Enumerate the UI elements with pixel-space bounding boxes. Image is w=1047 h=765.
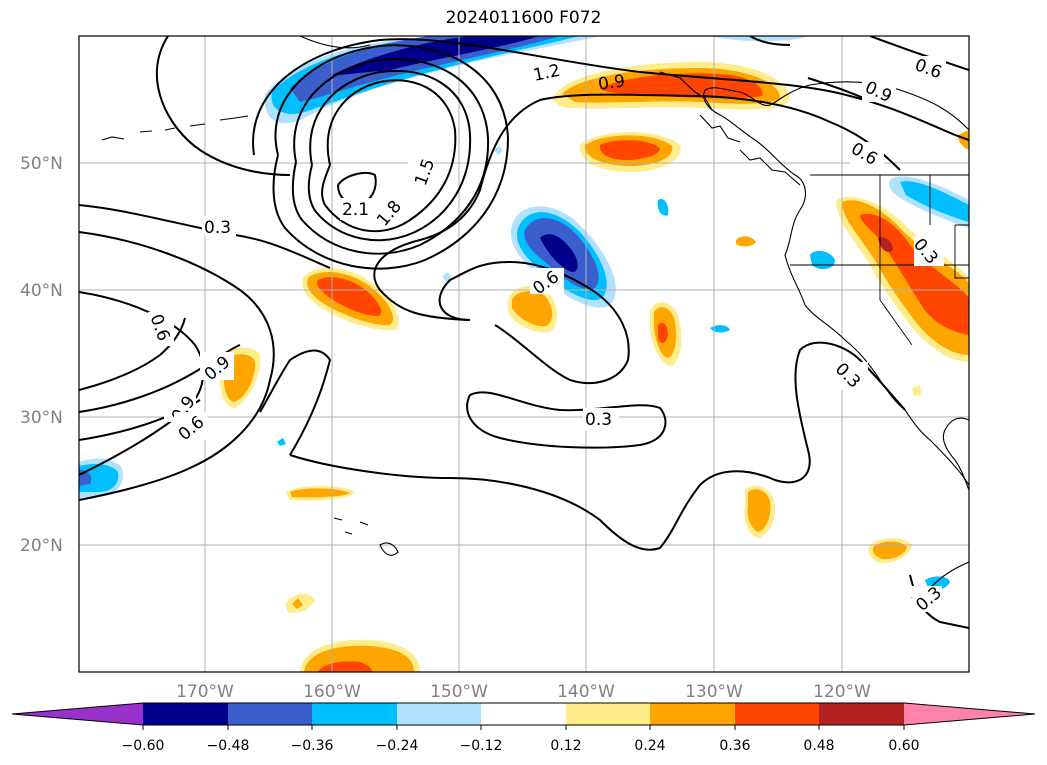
colorbar-segment (312, 703, 397, 725)
colorbar-segment (397, 703, 481, 725)
colorbar-tick-label: −0.12 (460, 738, 503, 754)
lon-label: 140°W (557, 682, 615, 702)
map-panel: 1.2 0.9 0.6 0.9 0.6 1.5 2.1 1.8 0.3 0.3 … (79, 36, 969, 672)
colorbar-tick-label: 0.36 (719, 738, 750, 754)
lat-label: 40°N (20, 281, 63, 301)
colorbar-tick-label: −0.36 (291, 738, 334, 754)
lon-label: 150°W (430, 682, 488, 702)
colorbar-tick-label: −0.60 (122, 738, 165, 754)
colorbar-segment (143, 703, 228, 725)
gridlines (79, 36, 969, 672)
colorbar: −0.60 −0.48 −0.36 −0.24 −0.12 0.12 0.24 … (11, 702, 1036, 754)
lat-label: 20°N (20, 536, 63, 556)
lon-label: 160°W (303, 682, 361, 702)
colorbar-segment (819, 703, 904, 725)
lon-label: 170°W (176, 682, 234, 702)
contour-label: 0.3 (204, 218, 231, 238)
colorbar-segment (566, 703, 650, 725)
colorbar-segment (481, 703, 566, 725)
colorbar-tick-label: 0.60 (888, 738, 919, 754)
lon-label: 130°W (685, 682, 743, 702)
lat-label: 30°N (20, 408, 63, 428)
map-frame (78, 35, 970, 673)
colorbar-extend-low (12, 703, 143, 725)
contour-label: 0.9 (597, 71, 627, 95)
colorbar-tick-label: −0.24 (376, 738, 419, 754)
colorbar-segment (228, 703, 312, 725)
longitude-labels: 170°W 160°W 150°W 140°W 130°W 120°W (176, 682, 871, 702)
positive-anomaly-regions (220, 62, 969, 672)
colorbar-tick-label: 0.12 (550, 738, 581, 754)
lon-label: 120°W (813, 682, 871, 702)
map-title: 2024011600 F072 (445, 8, 602, 28)
contour-labels: 1.2 0.9 0.6 0.9 0.6 1.5 2.1 1.8 0.3 0.3 … (146, 55, 946, 616)
contour-label: 2.1 (342, 200, 369, 220)
colorbar-extend-high (904, 703, 1035, 725)
colorbar-tick-label: 0.24 (634, 738, 665, 754)
colorbar-segment (650, 703, 735, 725)
colorbar-tick-label: −0.48 (207, 738, 250, 754)
contour-label: 0.3 (585, 410, 612, 430)
colorbar-segment (735, 703, 819, 725)
lat-label: 50°N (20, 154, 63, 174)
latitude-labels: 50°N 40°N 30°N 20°N (20, 154, 63, 556)
colorbar-tick-label: 0.48 (803, 738, 834, 754)
